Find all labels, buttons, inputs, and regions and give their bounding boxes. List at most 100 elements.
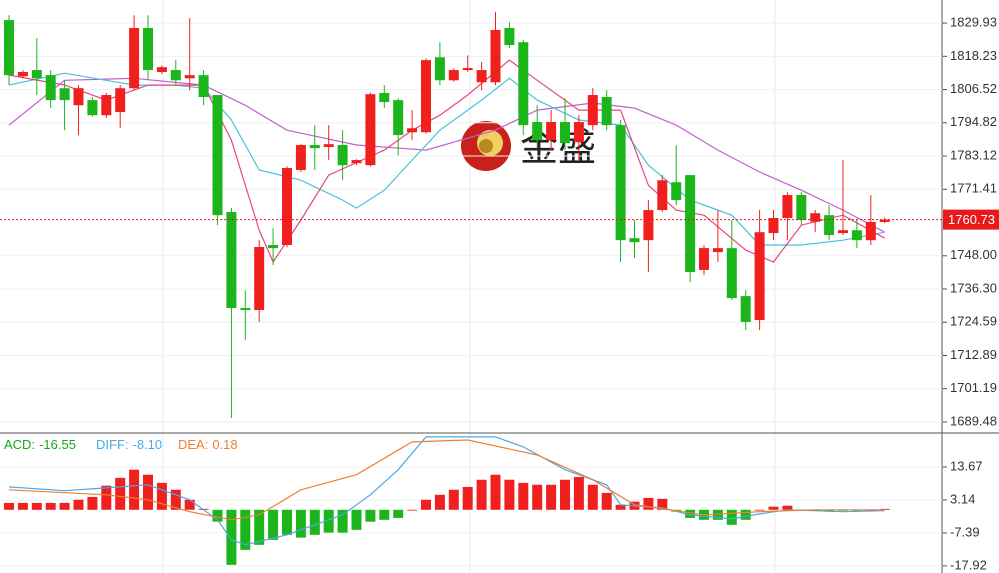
candle-body [726, 248, 737, 299]
candle-body [796, 195, 807, 220]
candle-body [657, 180, 668, 211]
macd-bar [782, 505, 793, 510]
macd-bar [240, 509, 251, 550]
candle-body [587, 95, 598, 126]
macd-bar [768, 506, 779, 510]
candle-body [198, 75, 209, 98]
macd-bar [740, 509, 751, 520]
y-tick-label: 1701.19 [950, 380, 997, 395]
macd-bar [546, 484, 557, 510]
candle-body [851, 230, 862, 241]
candle-body [685, 175, 696, 272]
macd-bar [476, 479, 487, 510]
candle-body [101, 95, 112, 116]
candle-body [573, 122, 584, 143]
y-tick-label: 1712.89 [950, 347, 997, 362]
candle-body [476, 70, 487, 83]
candle-body [824, 215, 835, 236]
macd-bar [407, 509, 418, 511]
macd-bar [268, 509, 279, 540]
macd-bar [101, 485, 112, 510]
acd-label: ACD: [4, 437, 35, 452]
candle-body [282, 168, 292, 245]
macd-bar [212, 509, 223, 522]
candle-body [712, 248, 723, 253]
candle-body [351, 160, 362, 164]
candle-body [768, 218, 779, 234]
macd-bar [601, 492, 612, 510]
candle-body [699, 248, 709, 270]
candle-body [393, 100, 404, 136]
macd-bar [657, 498, 668, 510]
watermark: 金盛 [520, 126, 596, 170]
last-price-box [943, 209, 999, 230]
candle-body [240, 308, 251, 311]
macd-line [8, 436, 885, 546]
moving-average [8, 77, 885, 233]
macd-bar [309, 509, 320, 535]
legend-value: -8.10 [133, 437, 163, 452]
candle-body [518, 42, 529, 126]
macd-bar [712, 509, 723, 520]
candle-body [754, 232, 765, 320]
macd-bar [393, 509, 404, 518]
y-tick-label: 1794.82 [950, 114, 997, 129]
macd-bar [560, 479, 570, 510]
candle-body [810, 213, 821, 222]
macd-bar [573, 476, 584, 510]
candle-body [462, 68, 473, 71]
macd-bar [504, 479, 515, 510]
macd-bar [379, 509, 390, 520]
candle-body [337, 145, 348, 166]
moving-average [8, 59, 885, 264]
candle-body [170, 70, 181, 81]
candle-body [560, 122, 570, 144]
candle-body [184, 75, 195, 79]
macd-line [8, 439, 885, 521]
macd-bar [434, 494, 445, 510]
y-tick-label: 13.67 [950, 458, 983, 473]
candle-body [17, 72, 28, 77]
macd-bar [726, 509, 737, 525]
macd-bar [184, 499, 195, 510]
candle-body [73, 88, 84, 106]
candle-body [546, 122, 557, 141]
macd-bar [4, 502, 14, 510]
y-tick-label: 1783.12 [950, 147, 997, 162]
candle-body [379, 93, 390, 103]
macd-bar [462, 486, 473, 510]
candle-body [59, 88, 70, 101]
y-tick-label: 1829.93 [950, 15, 997, 30]
macd-bar [226, 509, 237, 565]
candle-body [156, 67, 167, 73]
y-tick-label: 3.14 [950, 491, 975, 506]
candle-body [879, 219, 890, 222]
candle-body [295, 145, 306, 171]
y-tick-label: -17.92 [950, 557, 987, 572]
candle-body [31, 70, 42, 79]
y-tick-label: 1806.52 [950, 81, 997, 96]
macd-bar [73, 499, 84, 510]
candle-body [601, 97, 612, 126]
macd-bar [518, 482, 529, 510]
y-tick-label: 1736.30 [950, 280, 997, 295]
macd-bar [448, 489, 459, 510]
vertical-grid [162, 0, 776, 573]
candle-body [671, 182, 682, 201]
macd-bar [45, 502, 56, 510]
candle-body [407, 128, 418, 133]
candle-body [45, 75, 56, 101]
candle-body [143, 28, 153, 71]
candle-body [4, 20, 14, 76]
macd-bar [337, 509, 348, 533]
candle-body [615, 125, 626, 241]
macd-bar [115, 477, 126, 510]
candle-body [309, 145, 320, 149]
legend-label: DEA: [178, 437, 208, 452]
macd-bar [643, 497, 654, 510]
macd-bar [490, 474, 501, 510]
y-tick-label: 1748.00 [950, 247, 997, 262]
y-tick-label: 1771.41 [950, 181, 997, 196]
macd-bar [143, 474, 153, 510]
